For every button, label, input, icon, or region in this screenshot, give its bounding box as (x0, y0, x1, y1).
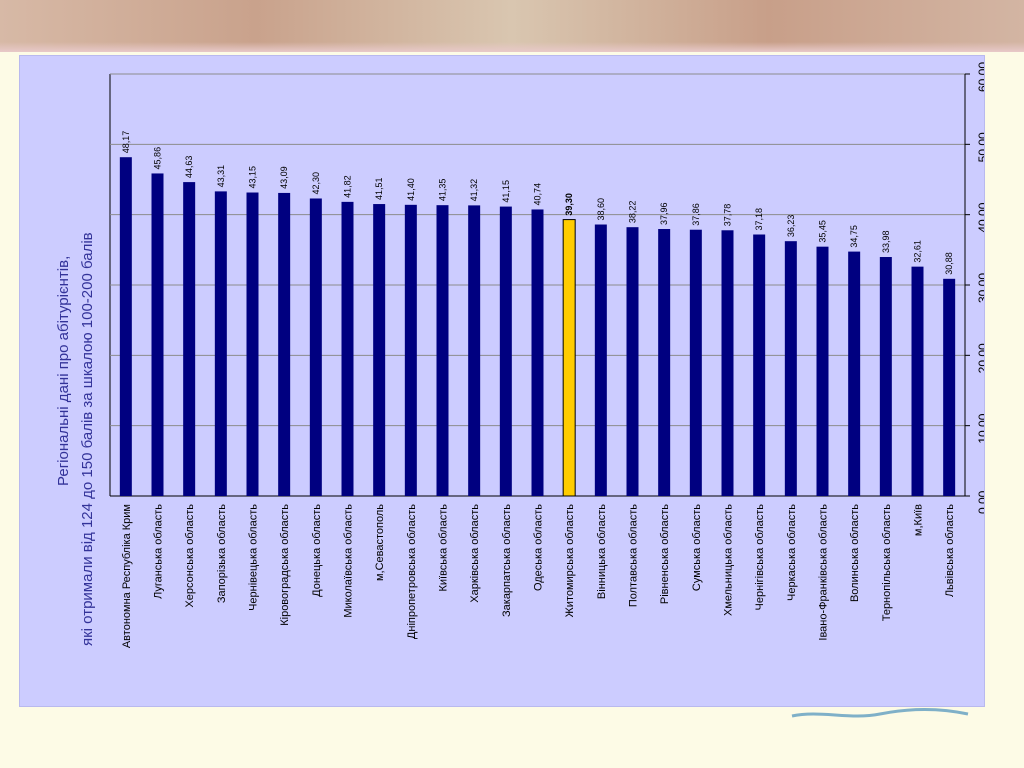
category-label: Херсонська область (184, 504, 196, 608)
chart-panel: Регіональні дані про абітурієнтів, які о… (20, 56, 990, 706)
bar-value-label: 37,18 (754, 208, 764, 231)
y-tick-label: 40,00 (976, 202, 984, 232)
bar-chart: Регіональні дані про абітурієнтів, які о… (55, 62, 990, 649)
category-label: м,Київ (913, 504, 925, 536)
bar-value-label: 30,88 (944, 252, 954, 275)
category-label: Чернігівська область (754, 504, 766, 611)
category-label: Полтавська область (628, 504, 640, 607)
bar-value-label: 38,22 (628, 201, 638, 224)
category-label: Автономна Республіка Крим (121, 504, 133, 648)
bar (911, 266, 924, 496)
bar-value-label: 42,30 (311, 172, 321, 195)
bar-value-label: 43,15 (248, 166, 258, 189)
bar (341, 201, 354, 496)
bar-value-label: 40,74 (533, 183, 543, 206)
category-label: Волинська область (849, 504, 861, 602)
category-label: Тернопільська область (881, 504, 893, 622)
bar-value-label: 43,09 (279, 166, 289, 189)
bar-value-label: 36,23 (786, 215, 796, 238)
bar (562, 219, 576, 497)
bar (151, 173, 164, 496)
bar-value-label: 33,98 (881, 230, 891, 253)
y-tick-label: 0,00 (976, 490, 984, 514)
decorative-squiggle (791, 708, 969, 718)
category-label: Дніпропетровська область (406, 504, 418, 639)
bar-value-label: 37,86 (691, 203, 701, 226)
bar-value-label: 41,82 (343, 175, 353, 198)
bar-value-label: 44,63 (184, 156, 194, 179)
bar (278, 192, 291, 497)
category-labels: Автономна Республіка Крим Луганська облас… (121, 504, 956, 648)
category-label: Луганська область (153, 504, 165, 599)
category-label: Закарпатська область (501, 504, 513, 617)
bar-value-label: 35,45 (818, 220, 828, 243)
bar (373, 204, 386, 496)
y-tick-label: 50,00 (976, 132, 984, 162)
bar-value-label: 48,17 (121, 131, 131, 154)
category-label: Одеська область (533, 504, 545, 591)
bar (214, 191, 227, 496)
category-label: Черкаська область (786, 504, 798, 601)
bar-value-label: 41,40 (406, 178, 416, 201)
chart-title-line2: які отримали від 124 до 150 балів за шка… (79, 232, 96, 646)
category-label: Кіровоградська область (279, 504, 291, 626)
bar-value-label: 32,61 (913, 240, 923, 263)
y-tick-label: 10,00 (976, 413, 984, 443)
bar (658, 229, 671, 497)
value-axis: 0,00 10,00 20,00 30,00 40,00 50,00 60,00 (976, 62, 990, 514)
bar-value-label: 37,96 (659, 202, 669, 225)
chart-title: Регіональні дані про абітурієнтів, які о… (55, 232, 96, 646)
bar-value-label: 37,78 (723, 204, 733, 227)
bar-value-label: 39,30 (564, 193, 574, 216)
bar (689, 229, 702, 496)
category-label: Харківська область (469, 504, 481, 603)
bar (531, 209, 544, 496)
bar (721, 230, 734, 496)
category-label: Донецька область (311, 504, 323, 597)
bar (848, 251, 861, 496)
bar (499, 206, 512, 496)
category-label: Івано-Франківська область (818, 504, 830, 641)
category-label: Київська область (438, 504, 450, 592)
chart-title-line1: Регіональні дані про абітурієнтів, (55, 256, 72, 486)
category-label: Житомирська область (564, 504, 576, 618)
category-label: Хмельницька область (723, 504, 735, 616)
bar (626, 227, 639, 496)
bar (468, 205, 481, 496)
category-label: Вінницька область (596, 504, 608, 599)
category-label: Сумська область (691, 504, 703, 591)
bar-value-label: 41,35 (438, 179, 448, 202)
category-label: м,Севастополь (374, 504, 386, 581)
bar-value-label: 41,15 (501, 180, 511, 203)
bar-value-label: 41,32 (469, 179, 479, 202)
category-label: Миколаївська область (343, 504, 355, 618)
bar-value-label: 45,86 (153, 147, 163, 170)
decorative-top-band (0, 0, 1024, 52)
bar (753, 234, 766, 496)
bar-value-label: 38,60 (596, 198, 606, 221)
bar-value-label: 43,31 (216, 165, 226, 188)
y-tick-label: 30,00 (976, 273, 984, 303)
category-label: Чернівецька область (248, 504, 260, 611)
bar (594, 224, 607, 496)
bars: 48,17 45,86 44,63 43,31 43,15 43,09 42,30 41,82… (119, 131, 956, 497)
bar (816, 246, 829, 496)
category-label: Запорізька область (216, 504, 228, 603)
category-label: Львівська область (944, 504, 956, 597)
y-tick-label: 20,00 (976, 343, 984, 373)
bar (246, 192, 259, 497)
bar-value-label: 41,51 (374, 178, 384, 201)
bar (784, 241, 797, 496)
bar (119, 157, 132, 496)
bar (309, 198, 322, 497)
bar-value-label: 34,75 (849, 225, 859, 248)
bar (879, 257, 892, 496)
category-label: Рівненська область (659, 504, 671, 604)
bar (436, 205, 449, 496)
bar (404, 204, 417, 496)
bar (183, 182, 196, 496)
bar (943, 278, 956, 496)
y-tick-label: 60,00 (976, 62, 984, 92)
